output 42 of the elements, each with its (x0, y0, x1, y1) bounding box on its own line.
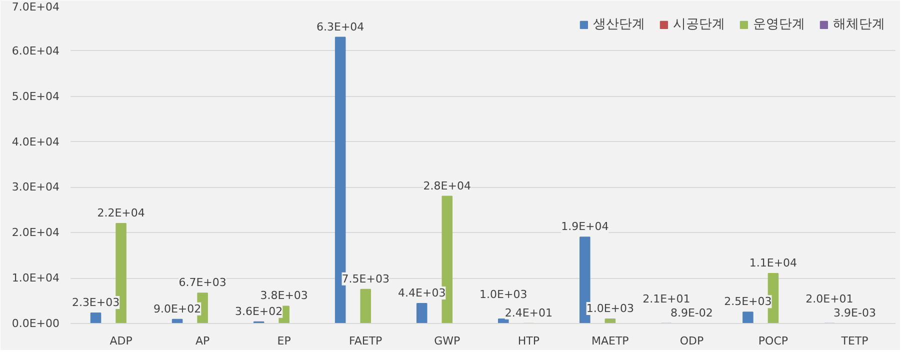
data-label: 9.0E+02 (153, 302, 202, 316)
x-tick-label: POCP (758, 334, 788, 348)
y-tick-label: 4.0E+04 (12, 135, 60, 148)
data-label: 2.4E+01 (504, 306, 552, 320)
x-tick-label: FAETP (349, 334, 383, 348)
data-label: 2.8E+04 (423, 179, 471, 192)
data-label: 3.6E+02 (234, 304, 283, 318)
legend-label: 운영단계 (753, 16, 805, 33)
data-label: 1.1E+04 (749, 256, 798, 270)
x-tick-label: ADP (110, 334, 133, 348)
legend-label: 시공단계 (673, 16, 725, 33)
data-label: 1.9E+04 (561, 220, 609, 234)
data-label: 4.4E+03 (398, 286, 446, 300)
data-label: 1.0E+03 (586, 302, 634, 315)
x-tick-label: MAETP (592, 334, 630, 348)
data-label: 3.8E+03 (260, 289, 308, 302)
data-label: 2.5E+03 (724, 295, 772, 308)
data-label: 1.0E+03 (480, 288, 528, 301)
data-label: 2.0E+01 (806, 292, 854, 306)
x-tick-label: GWP (434, 334, 461, 348)
data-label: 6.3E+04 (316, 20, 364, 34)
y-tick-label: 2.0E+04 (12, 226, 60, 240)
legend-label: 생산단계 (593, 16, 645, 33)
y-tick-label: 0.0E+00 (12, 317, 60, 330)
x-tick-label: ODP (680, 334, 704, 348)
y-tick-label: 5.0E+04 (12, 90, 60, 103)
x-tick-label: AP (195, 334, 210, 348)
data-label: 7.5E+03 (342, 272, 390, 286)
x-tick-label: EP (277, 334, 292, 348)
data-label: 8.9E-02 (670, 306, 713, 320)
legend-label: 해체단계 (833, 16, 885, 33)
y-tick-label: 1.0E+04 (12, 272, 60, 285)
x-tick-label: HTP (518, 334, 540, 348)
y-tick-label: 7.0E+04 (12, 0, 60, 14)
data-label: 2.3E+03 (72, 296, 120, 310)
x-tick-label: TETP (840, 334, 869, 348)
y-tick-label: 6.0E+04 (12, 44, 60, 58)
data-label: 2.2E+04 (97, 206, 145, 220)
y-tick-label: 3.0E+04 (12, 180, 60, 194)
data-label: 3.9E-03 (834, 306, 876, 320)
data-label: 6.7E+03 (178, 276, 226, 290)
data-label: 2.1E+01 (642, 292, 690, 306)
